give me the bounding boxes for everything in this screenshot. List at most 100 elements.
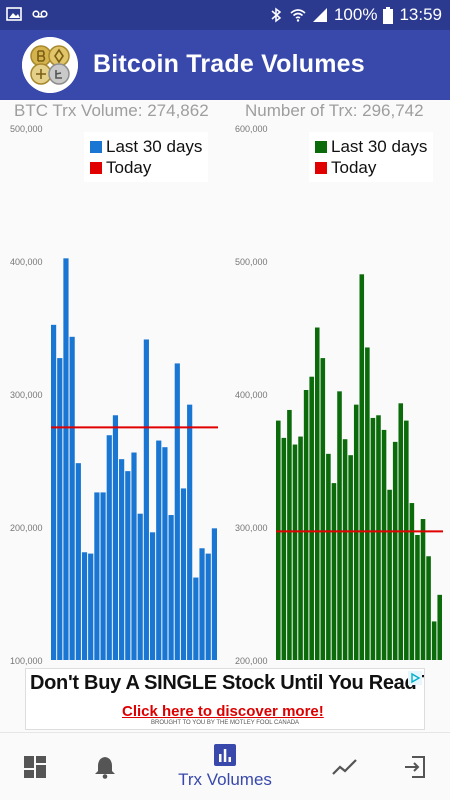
num-trx-bar — [404, 420, 409, 660]
btc-volume-bar — [162, 447, 168, 660]
num-trx-bar — [431, 621, 437, 660]
btc-volume-bar — [193, 577, 199, 660]
app-title: Bitcoin Trade Volumes — [93, 50, 365, 78]
btc-volume-bar — [156, 440, 162, 660]
ad-cta-link[interactable]: Click here to discover more! — [122, 703, 324, 720]
btc-volume-bar — [106, 435, 112, 660]
num-trx-bar — [415, 534, 420, 660]
num-trx-y-tick-label: 600,000 — [235, 124, 268, 134]
nav-dashboard[interactable] — [10, 733, 60, 800]
num-trx-bar — [337, 391, 342, 660]
btc-volume-y-tick-label: 300,000 — [10, 390, 43, 400]
num-trx-bar — [287, 409, 292, 660]
nav-trx-volumes-label: Trx Volumes — [178, 770, 272, 789]
btc-volume-bar — [168, 515, 174, 660]
app-bar: Bitcoin Trade Volumes — [0, 30, 450, 100]
btc-volume-bar — [112, 415, 119, 660]
image-icon — [6, 7, 22, 21]
bitcoin-coins-logo — [22, 37, 78, 93]
legend-entry-last-30-days: Last 30 days — [90, 136, 202, 157]
num-trx-bar — [320, 358, 326, 660]
num-trx-bar — [326, 453, 331, 660]
legend-swatch-blue — [90, 140, 102, 153]
num-trx-bar — [376, 415, 381, 660]
clock: 13:59 — [399, 5, 442, 24]
num-trx-bar — [309, 376, 314, 660]
btc-volume-bar — [174, 363, 180, 660]
legend-label-last-30-days: Last 30 days — [106, 137, 203, 156]
num-trx-y-tick-label: 300,000 — [235, 523, 268, 533]
num-trx-y-tick-label: 200,000 — [235, 656, 268, 666]
btc-volume-bar — [100, 492, 106, 660]
num-trx-stat: Number of Trx: 296,742 — [245, 101, 424, 120]
ad-headline[interactable]: Don't Buy A SINGLE Stock Until You Read … — [30, 672, 425, 694]
status-bar: 100% 13:59 — [0, 0, 450, 30]
btc-volume-y-tick-label: 100,000 — [10, 656, 43, 666]
btc-volume-bar — [125, 471, 131, 660]
num-trx-bar — [303, 390, 309, 660]
num-trx-bar — [387, 489, 392, 660]
adchoices-icon[interactable] — [408, 671, 422, 685]
btc-volume-bar — [205, 553, 211, 660]
btc-volume-y-tick-label: 200,000 — [10, 523, 43, 533]
num-trx-bar — [314, 327, 320, 660]
num-trx-legend: Last 30 days Today — [309, 132, 434, 182]
num-trx-bar — [276, 420, 281, 660]
dashboard-icon — [24, 756, 46, 778]
trending-icon — [332, 759, 357, 775]
btc-volume-y-tick-label: 400,000 — [10, 257, 43, 267]
legend-entry-today: Today — [90, 157, 202, 178]
num-trx-bar — [298, 436, 303, 660]
nav-exit[interactable] — [390, 733, 440, 800]
bluetooth-icon — [271, 7, 282, 23]
btc-volume-bar — [143, 339, 149, 660]
btc-volume-chart: 100,000 200,000 300,000 400,000 500,000 Last… — [0, 122, 225, 667]
btc-volume-bar — [131, 452, 137, 660]
btc-volume-bar — [199, 548, 205, 660]
num-trx-chart-svg: 200,000 300,000 400,000 500,000 600,000 — [235, 124, 443, 666]
nav-alerts[interactable] — [80, 733, 130, 800]
num-trx-bar — [426, 556, 431, 660]
btc-volume-bar — [94, 492, 100, 660]
wifi-icon — [290, 9, 306, 22]
btc-volume-bar — [187, 404, 193, 660]
num-trx-y-tick-label: 400,000 — [235, 390, 268, 400]
legend-entry-today: Today — [315, 157, 427, 178]
bottom-navigation: Trx Volumes — [0, 732, 450, 800]
num-trx-bar — [281, 437, 287, 660]
num-trx-bar — [381, 429, 387, 660]
btc-volume-bar — [51, 324, 57, 660]
battery-icon — [383, 6, 394, 24]
btc-volume-stat: BTC Trx Volume: 274,862 — [14, 101, 209, 120]
num-trx-bar — [370, 417, 376, 660]
voicemail-icon — [32, 10, 48, 18]
legend-swatch-green — [315, 140, 327, 153]
btc-volume-y-tick-label: 500,000 — [10, 124, 43, 134]
btc-volume-chart-svg: 100,000 200,000 300,000 400,000 500,000 — [10, 124, 218, 666]
btc-volume-legend: Last 30 days Today — [84, 132, 209, 182]
num-trx-bar — [365, 347, 370, 660]
battery-percent: 100% — [333, 5, 378, 24]
legend-label-today: Today — [106, 158, 152, 177]
num-trx-y-tick-label: 500,000 — [235, 257, 268, 267]
num-trx-bar — [409, 503, 415, 660]
num-trx-bar — [292, 444, 298, 660]
legend-entry-last-30-days: Last 30 days — [315, 136, 427, 157]
legend-swatch-red — [90, 161, 102, 174]
nav-trends[interactable] — [320, 733, 370, 800]
btc-volume-bar — [69, 336, 75, 660]
btc-volume-bar — [211, 528, 217, 660]
ad-banner[interactable]: Don't Buy A SINGLE Stock Until You Read … — [25, 668, 425, 730]
num-trx-bar — [437, 594, 442, 660]
num-trx-bar — [420, 519, 426, 660]
status-bar-system: 100% 13:59 — [268, 5, 442, 25]
nav-trx-volumes[interactable]: Trx Volumes — [165, 733, 285, 800]
num-trx-bar — [342, 439, 348, 660]
status-bar-notifications — [6, 6, 48, 22]
btc-volume-bar — [75, 463, 81, 660]
btc-volume-bar — [180, 488, 187, 660]
btc-volume-bar — [81, 552, 88, 660]
bar-chart-icon — [214, 744, 236, 766]
num-trx-bar — [348, 455, 353, 660]
btc-volume-bar — [63, 258, 69, 660]
